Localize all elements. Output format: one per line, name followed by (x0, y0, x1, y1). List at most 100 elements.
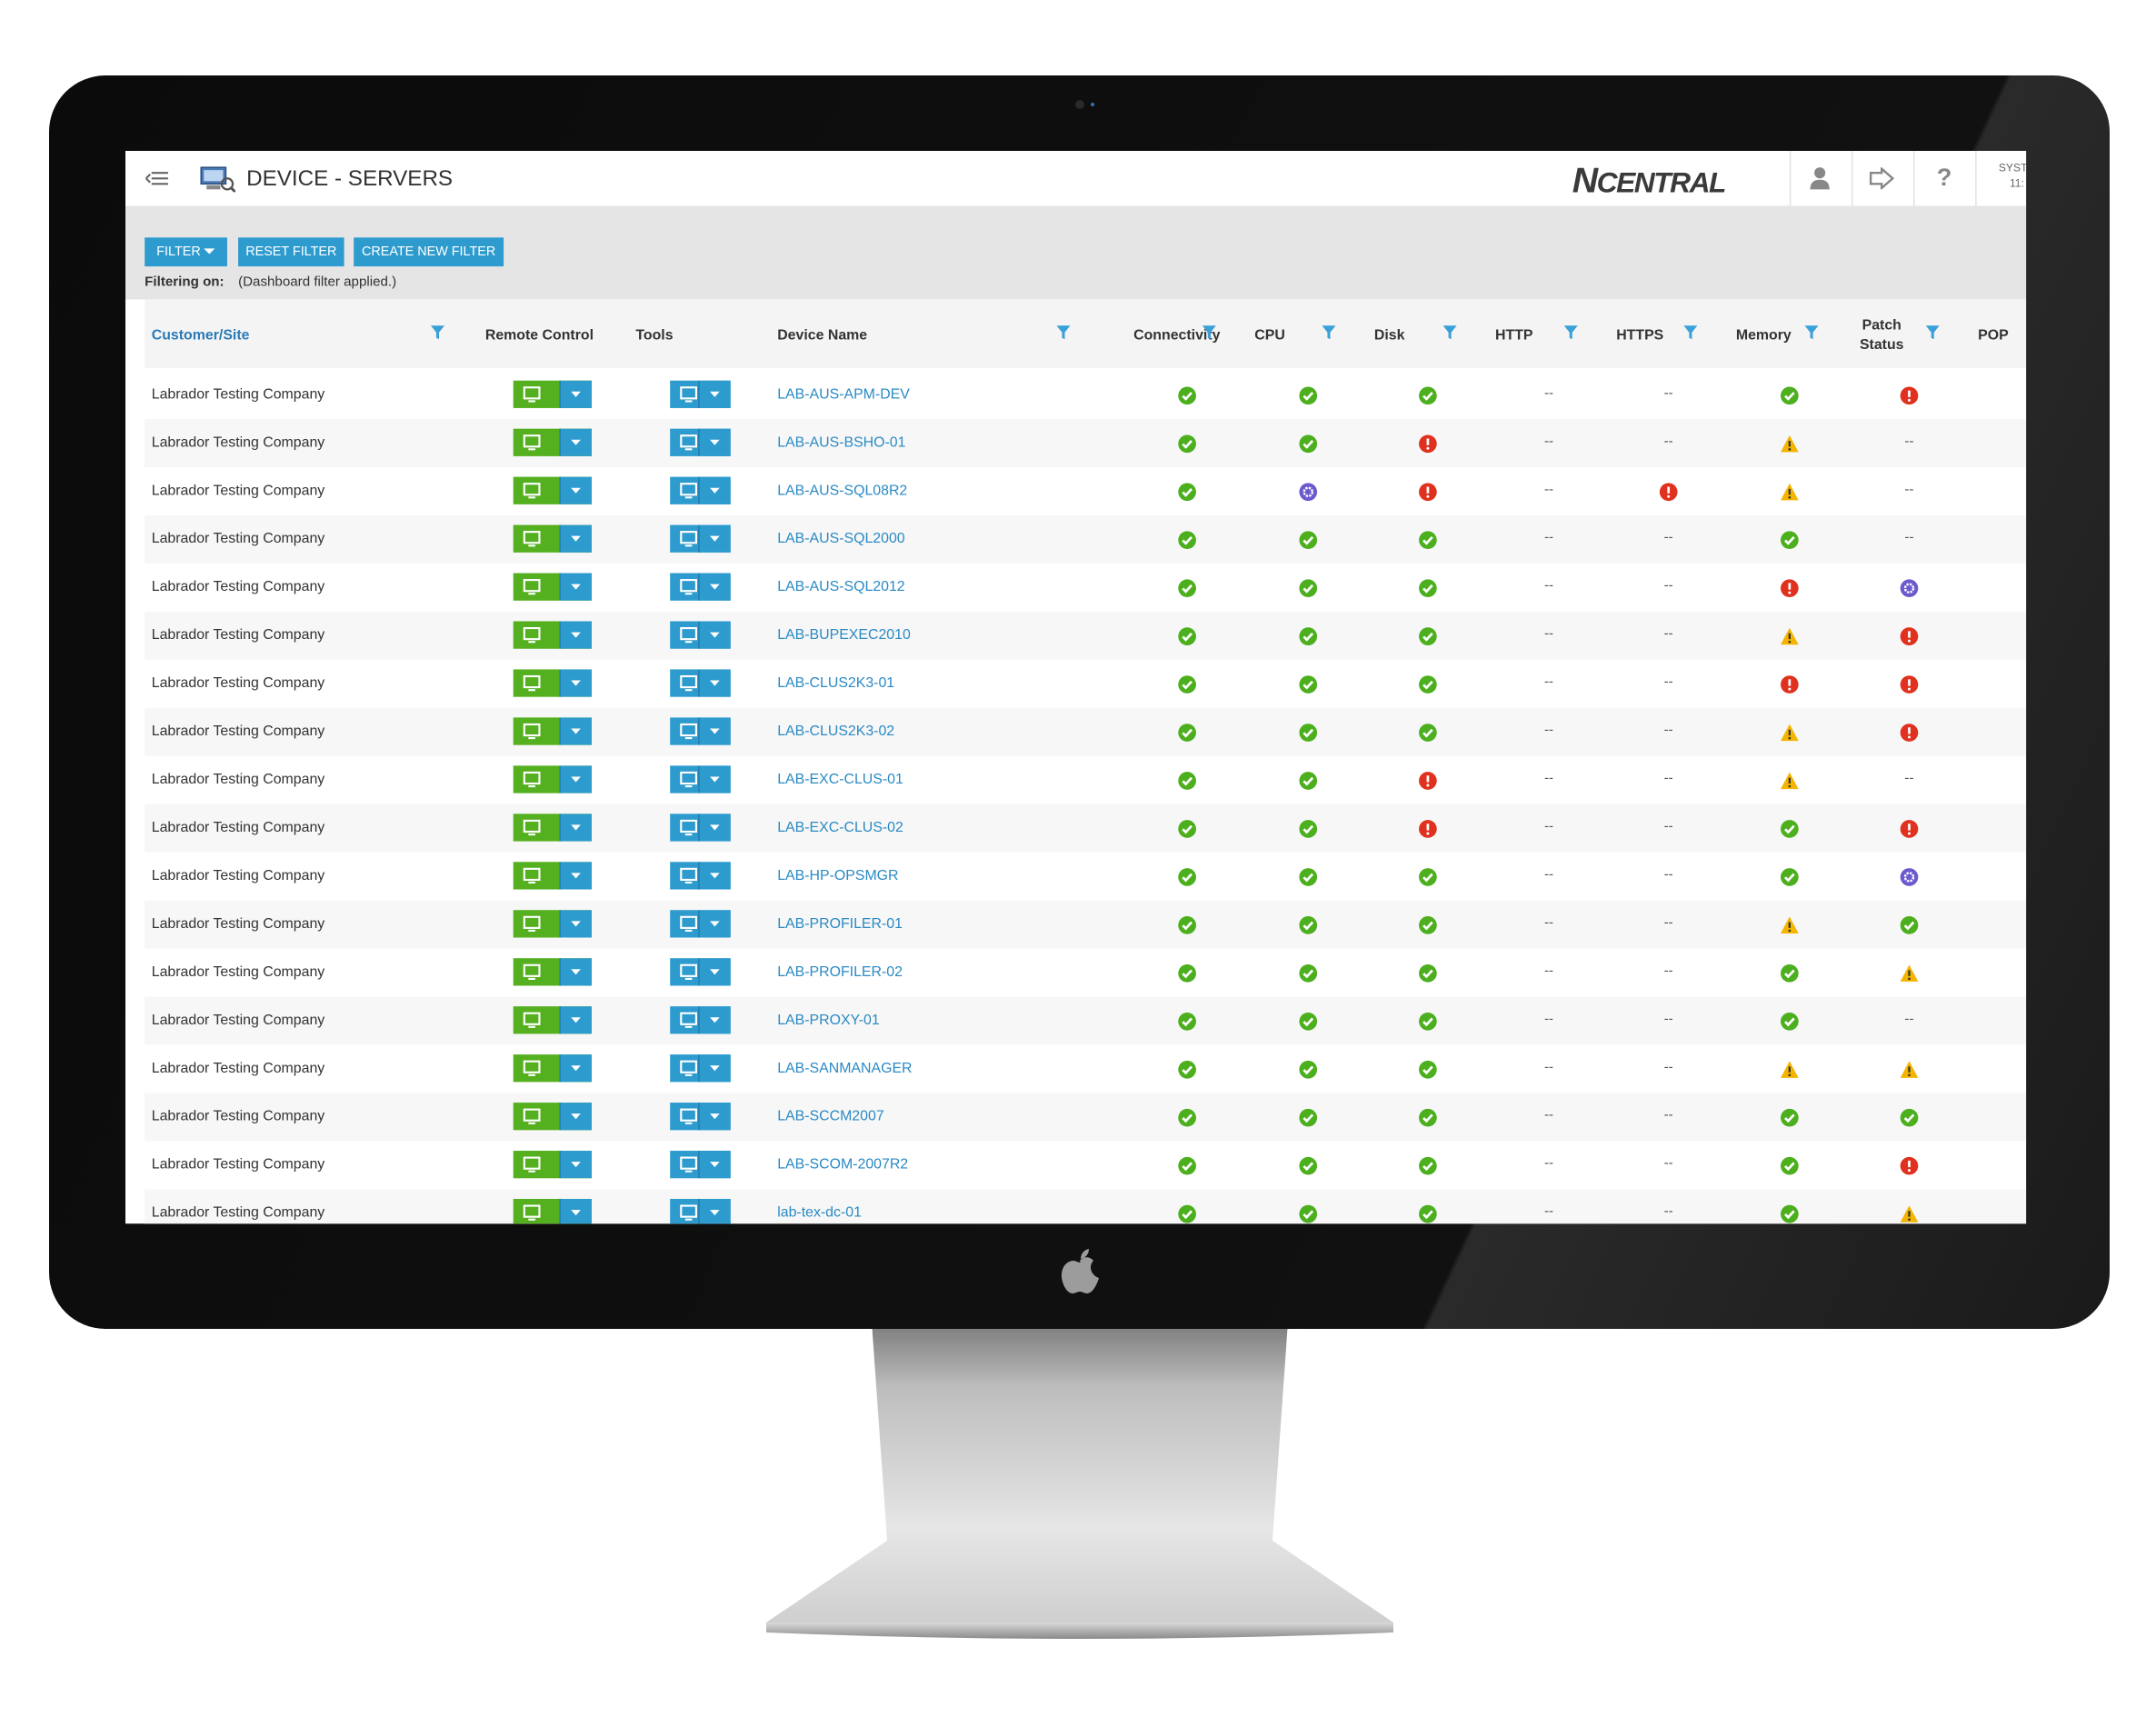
tools-button[interactable] (670, 428, 731, 456)
tools-button[interactable] (670, 1006, 731, 1034)
exclaim-dot (1788, 1073, 1792, 1077)
remote-control-button[interactable] (513, 669, 592, 697)
column-header[interactable]: Patch Status (1859, 317, 1904, 354)
device-link[interactable]: LAB-AUS-SQL2000 (777, 530, 905, 547)
logo-text: CENTRAL (1596, 167, 1727, 199)
check (1422, 1162, 1433, 1172)
remote-control-button[interactable] (513, 1103, 592, 1131)
remote-control-button[interactable] (513, 717, 592, 745)
column-header[interactable]: POP (1978, 326, 2009, 344)
screen-glyph (680, 1156, 697, 1170)
remote-control-button[interactable] (513, 428, 592, 456)
remote-control-button[interactable] (513, 958, 592, 986)
device-link[interactable]: LAB-AUS-APM-DEV (777, 385, 910, 403)
menu-toggle[interactable] (145, 170, 169, 186)
column-filter[interactable] (1804, 325, 1819, 340)
device-link[interactable]: lab-tex-dc-01 (777, 1204, 862, 1222)
tools-button[interactable] (670, 669, 731, 697)
remote-control-button[interactable] (513, 573, 592, 601)
remote-control-button[interactable] (513, 1151, 592, 1179)
check (1182, 584, 1193, 594)
device-link[interactable]: LAB-AUS-BSHO-01 (777, 434, 906, 451)
remote-control-button[interactable] (513, 1198, 592, 1224)
device-link[interactable]: LAB-HP-OPSMGR (777, 867, 899, 884)
device-link[interactable]: LAB-EXC-CLUS-02 (777, 819, 903, 836)
remote-control-button[interactable] (513, 862, 592, 890)
check (1303, 728, 1314, 738)
device-link[interactable]: LAB-AUS-SQL2012 (777, 578, 905, 595)
device-link[interactable]: LAB-PROFILER-02 (777, 963, 903, 981)
tools-button[interactable] (670, 621, 731, 649)
column-filter[interactable] (1322, 325, 1336, 340)
column-header[interactable]: Device Name (777, 326, 868, 344)
device-link[interactable]: LAB-AUS-SQL08R2 (777, 482, 908, 499)
tools-button[interactable] (670, 1151, 731, 1179)
device-link[interactable]: LAB-CLUS2K3-02 (777, 723, 895, 740)
column-header[interactable]: Disk (1373, 326, 1405, 344)
device-link[interactable]: LAB-SCCM2007 (777, 1108, 884, 1125)
device-link[interactable]: LAB-SANMANAGER (777, 1060, 913, 1077)
remote-control-button[interactable] (513, 1054, 592, 1083)
column-header[interactable]: CPU (1254, 326, 1285, 344)
button-icons (523, 1006, 592, 1034)
help-button[interactable]: ? (1936, 163, 1952, 191)
tools-button[interactable] (670, 958, 731, 986)
column-filter[interactable] (1442, 325, 1457, 340)
check (1182, 1017, 1193, 1027)
reset-filter-button[interactable]: RESET FILTER (238, 237, 344, 267)
customer-cell: Labrador Testing Company (151, 1012, 325, 1029)
tools-button[interactable] (670, 476, 731, 504)
check (1422, 1210, 1433, 1220)
device-link[interactable]: LAB-PROFILER-01 (777, 915, 903, 933)
filter-button[interactable]: FILTER (145, 237, 227, 267)
tools-button[interactable] (670, 814, 731, 842)
tools-button[interactable] (670, 1198, 731, 1224)
remote-control-button[interactable] (513, 910, 592, 938)
tools-button[interactable] (670, 910, 731, 938)
status-icon (1299, 868, 1318, 886)
remote-control-button[interactable] (513, 476, 592, 504)
tools-button[interactable] (670, 380, 731, 408)
tools-button[interactable] (670, 573, 731, 601)
column-filter[interactable] (430, 325, 445, 340)
button-icons (523, 1151, 592, 1179)
remote-control-button[interactable] (513, 380, 592, 408)
column-header[interactable]: HTTPS (1616, 326, 1664, 344)
tools-button[interactable] (670, 524, 731, 553)
column-header[interactable]: HTTP (1495, 326, 1533, 344)
column-filter[interactable] (1683, 325, 1698, 340)
device-link[interactable]: LAB-SCOM-2007R2 (777, 1156, 909, 1173)
column-filter[interactable] (1202, 325, 1216, 340)
button-icons (680, 428, 731, 456)
create-filter-button[interactable]: CREATE NEW FILTER (354, 237, 504, 267)
column-header[interactable]: Customer/Site (151, 326, 250, 344)
check (1784, 873, 1795, 883)
remote-control-button[interactable] (513, 765, 592, 794)
column-filter[interactable] (1563, 325, 1578, 340)
funnel (430, 325, 445, 340)
tools-button[interactable] (670, 1103, 731, 1131)
caret (710, 391, 720, 397)
screen-glyph (523, 867, 541, 882)
tools-button[interactable] (670, 1054, 731, 1083)
column-filter[interactable] (1056, 325, 1071, 340)
check (1182, 969, 1193, 979)
tools-button[interactable] (670, 717, 731, 745)
device-link[interactable]: LAB-BUPEXEC2010 (777, 626, 911, 644)
remote-control-button[interactable] (513, 814, 592, 842)
column-header[interactable]: Memory (1735, 326, 1792, 344)
screen-glyph (523, 434, 541, 448)
tools-button[interactable] (670, 862, 731, 890)
status-icon (1419, 1060, 1437, 1079)
remote-control-button[interactable] (513, 524, 592, 553)
column-header[interactable]: Connectivity (1133, 326, 1221, 344)
device-link[interactable]: LAB-PROXY-01 (777, 1012, 880, 1029)
column-filter[interactable] (1925, 325, 1940, 340)
device-link[interactable]: LAB-EXC-CLUS-01 (777, 771, 903, 788)
logout-button[interactable] (1869, 167, 1897, 190)
tools-button[interactable] (670, 765, 731, 794)
remote-control-button[interactable] (513, 621, 592, 649)
user-button[interactable] (1809, 166, 1831, 191)
remote-control-button[interactable] (513, 1006, 592, 1034)
device-link[interactable]: LAB-CLUS2K3-01 (777, 674, 895, 692)
